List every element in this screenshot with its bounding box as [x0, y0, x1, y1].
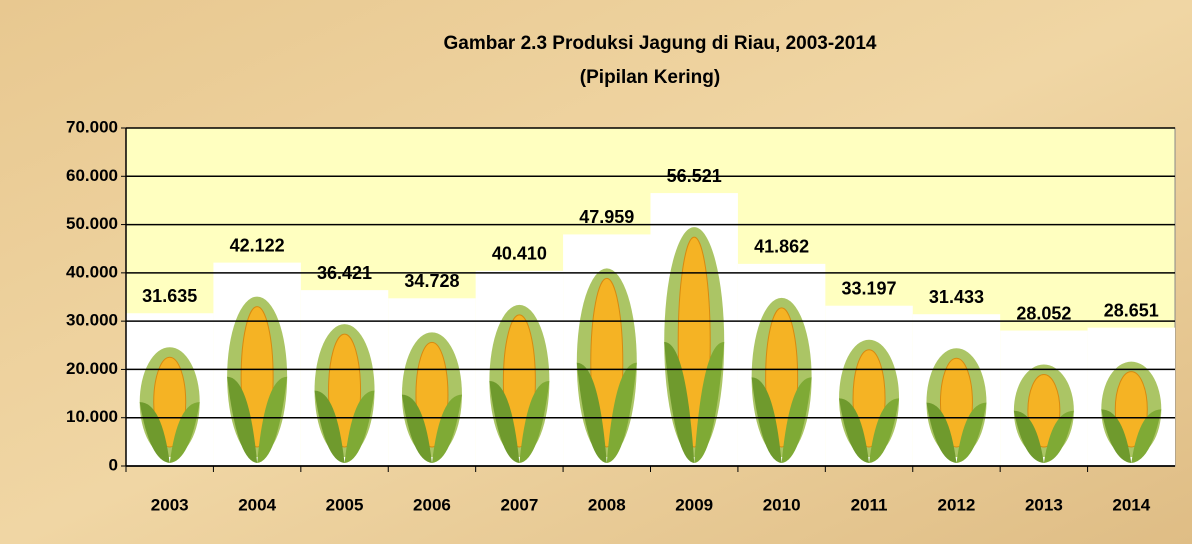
corn-leaf	[314, 390, 345, 463]
corn-leaf	[489, 380, 520, 463]
x-tick-label: 2012	[938, 495, 976, 514]
value-label: 33.197	[842, 278, 897, 298]
x-tick-label: 2003	[151, 495, 189, 514]
value-label: 28.651	[1104, 300, 1159, 320]
corn-leaf	[606, 362, 637, 463]
corn-cob	[1027, 374, 1061, 448]
corn-leaf	[401, 394, 432, 463]
y-tick-label: 20.000	[66, 359, 118, 378]
corn-leaf	[781, 377, 812, 463]
corn-leaf	[519, 380, 550, 463]
x-tick-label: 2008	[588, 495, 626, 514]
x-tick-label: 2009	[675, 495, 713, 514]
x-tick-label: 2011	[851, 495, 888, 514]
corn-leaf	[839, 398, 870, 463]
corn-cob	[939, 357, 973, 448]
y-tick-label: 70.000	[66, 117, 118, 136]
x-tick-label: 2014	[1112, 495, 1150, 514]
corn-leaf	[751, 377, 782, 463]
corn-cob	[852, 349, 886, 448]
corn-leaf	[1131, 409, 1162, 463]
y-tick-label: 0	[109, 455, 118, 474]
chart-subtitle: (Pipilan Kering)	[580, 67, 720, 88]
value-label: 42.122	[230, 235, 285, 255]
x-tick-label: 2004	[238, 495, 276, 514]
corn-leaf	[1101, 409, 1132, 463]
y-tick-label: 40.000	[66, 262, 118, 281]
corn-leaf	[344, 390, 375, 463]
corn-leaf	[576, 362, 607, 463]
corn-leaf	[1043, 410, 1074, 463]
y-tick-label: 30.000	[66, 311, 118, 330]
value-label: 31.635	[142, 286, 197, 306]
value-label: 31.433	[929, 287, 984, 307]
corn-cob	[415, 341, 449, 448]
value-label: 34.728	[404, 271, 459, 291]
value-label: 36.421	[317, 263, 372, 283]
corn-leaf	[1013, 410, 1044, 463]
corn-leaf	[431, 394, 462, 463]
corn-leaf	[664, 342, 695, 463]
corn-leaf	[227, 376, 258, 463]
value-label: 56.521	[667, 166, 722, 186]
value-label: 47.959	[579, 207, 634, 227]
y-tick-label: 50.000	[66, 214, 118, 233]
y-tick-label: 10.000	[66, 407, 118, 426]
x-tick-label: 2006	[413, 495, 451, 514]
x-tick-label: 2013	[1025, 495, 1063, 514]
x-tick-label: 2005	[326, 495, 364, 514]
corn-cob	[1114, 371, 1148, 448]
value-label: 28.052	[1016, 303, 1071, 323]
corn-leaf	[869, 398, 900, 463]
value-label: 41.862	[754, 237, 809, 257]
chart-title: Gambar 2.3 Produksi Jagung di Riau, 2003…	[444, 33, 877, 54]
y-tick-label: 60.000	[66, 166, 118, 185]
corn-leaf	[694, 342, 725, 463]
x-tick-label: 2007	[500, 495, 538, 514]
corn-leaf	[257, 376, 288, 463]
value-label: 40.410	[492, 244, 547, 264]
corn-cob	[153, 356, 187, 448]
x-tick-label: 2010	[763, 495, 801, 514]
